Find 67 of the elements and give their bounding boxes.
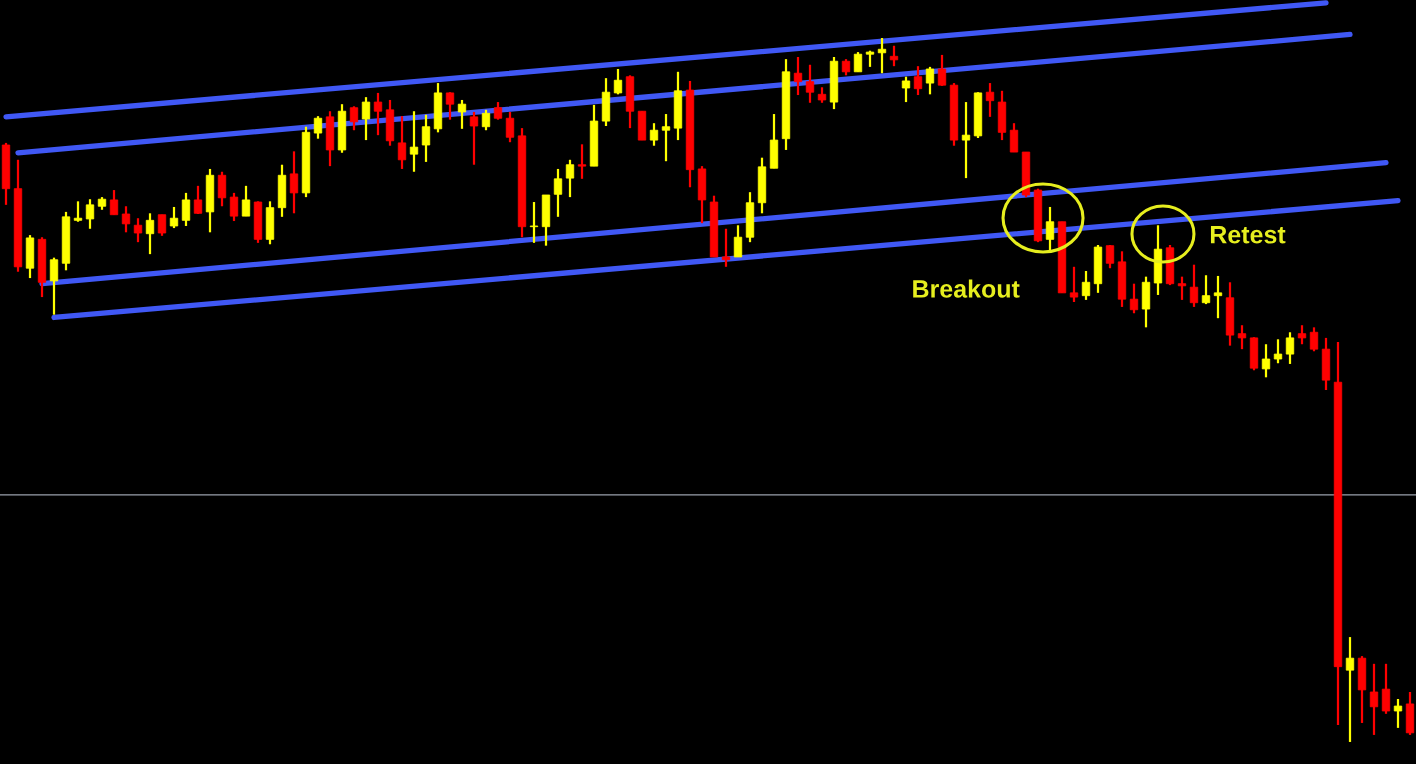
candlestick — [721, 227, 731, 268]
candlestick — [421, 113, 431, 164]
candlestick — [1201, 274, 1211, 306]
candlestick — [361, 96, 371, 142]
candlestick — [613, 67, 623, 96]
annotation: Retest — [1210, 226, 1286, 244]
candlestick — [73, 200, 83, 223]
annotation: Breakout — [913, 279, 1020, 298]
candlestick — [1009, 122, 1019, 154]
candlestick — [145, 212, 155, 256]
candlestick — [1309, 326, 1319, 353]
candlestick — [457, 98, 467, 130]
candlestick — [985, 81, 995, 118]
candlestick — [1129, 282, 1139, 315]
candlestick — [157, 213, 167, 237]
candlestick — [877, 36, 887, 75]
candlestick — [889, 44, 899, 68]
candlestick — [661, 112, 671, 163]
candlestick — [1261, 343, 1271, 379]
candlestick — [1285, 331, 1295, 366]
candlestick — [1177, 275, 1187, 301]
candlestick — [577, 143, 587, 180]
candlestick — [109, 188, 119, 216]
candlestick — [229, 191, 239, 223]
candlestick — [1273, 338, 1283, 365]
candlestick — [553, 167, 563, 218]
candlestick — [349, 105, 359, 132]
candlestick — [1213, 274, 1223, 320]
candlestick — [1345, 635, 1355, 744]
candlestick — [1069, 265, 1079, 304]
candlestick — [397, 115, 407, 171]
candlestick — [913, 65, 923, 97]
candlestick — [217, 170, 227, 208]
candlestick — [481, 108, 491, 132]
candlestick — [409, 110, 419, 173]
candlestick — [565, 158, 575, 199]
candlestick — [133, 217, 143, 244]
candlestick — [445, 91, 455, 121]
candlestick — [85, 198, 95, 230]
candlestick — [649, 122, 659, 147]
candlestick — [901, 75, 911, 104]
candlestick — [469, 110, 479, 166]
candlestick — [1369, 662, 1379, 737]
candlestick — [961, 100, 971, 180]
candlestick — [1081, 269, 1091, 301]
candlestick — [805, 63, 815, 104]
candlestick — [1237, 324, 1247, 351]
candlestick — [1381, 662, 1391, 715]
candlestick — [373, 91, 383, 137]
candlestick — [505, 110, 515, 144]
candlestick — [1297, 324, 1307, 346]
candlestick — [49, 256, 59, 316]
candlestick — [121, 205, 131, 234]
candlestick — [1189, 263, 1199, 309]
candlestick — [937, 53, 947, 87]
candlestick — [793, 55, 803, 97]
candlestick — [193, 184, 203, 216]
candlestick — [181, 191, 191, 228]
candlestick — [1393, 697, 1403, 729]
candlestick — [241, 184, 251, 218]
candlestick — [529, 200, 539, 244]
candlestick — [853, 50, 863, 73]
candlestick — [733, 224, 743, 259]
candlestick — [313, 115, 323, 140]
candlestick — [169, 205, 179, 230]
candlestick — [289, 150, 299, 215]
candlestick — [925, 65, 935, 96]
